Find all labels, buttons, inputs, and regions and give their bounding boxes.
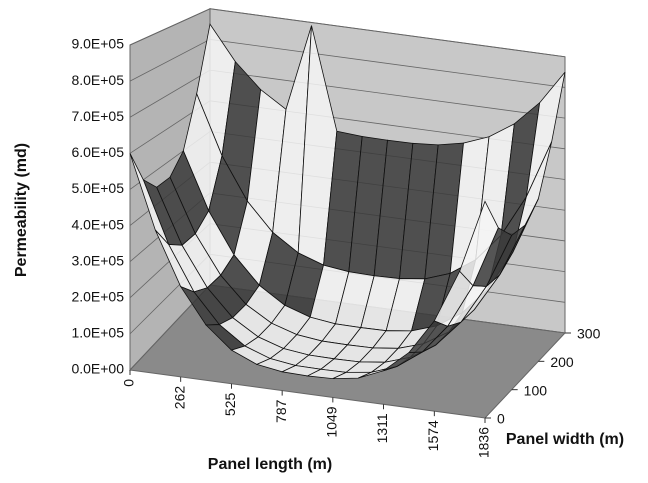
z-tick-label: 4.0E+05: [71, 216, 124, 232]
z-tick-label: 2.0E+05: [71, 288, 124, 304]
x-tick-label: 262: [171, 386, 187, 410]
x-tick-label: 525: [222, 393, 238, 417]
surface-patch: [459, 200, 499, 287]
surface: [129, 23, 566, 380]
z-tick-label: 1.0E+05: [71, 325, 124, 341]
z-tick-label: 6.0E+05: [71, 144, 124, 160]
z-tick-label: 9.0E+05: [71, 36, 124, 52]
x-tick-label: 1574: [425, 420, 441, 451]
x-tick-label: 1049: [324, 406, 340, 437]
y-tick-label: 100: [524, 382, 548, 398]
x-tick-label: 1311: [374, 413, 390, 443]
z-tick-label: 5.0E+05: [71, 180, 124, 196]
x-tick-label: 0: [121, 379, 137, 387]
y-tick-label: 300: [577, 326, 601, 342]
x-tick-label: 1836: [476, 427, 492, 458]
z-tick-label: 8.0E+05: [71, 72, 124, 88]
z-tick-label: 0.0E+00: [71, 361, 124, 377]
x-tick-label: 787: [273, 399, 289, 423]
y-axis-title: Panel width (m): [506, 431, 624, 448]
x-axis-title: Panel length (m): [208, 456, 332, 473]
z-tick-label: 7.0E+05: [71, 108, 124, 124]
y-tick-label: 200: [550, 354, 574, 370]
grid-line: [129, 8, 566, 58]
z-axis-title: Permeability (md): [13, 143, 30, 277]
y-tick-label: 0: [497, 411, 505, 427]
z-tick-label: 3.0E+05: [71, 252, 124, 268]
